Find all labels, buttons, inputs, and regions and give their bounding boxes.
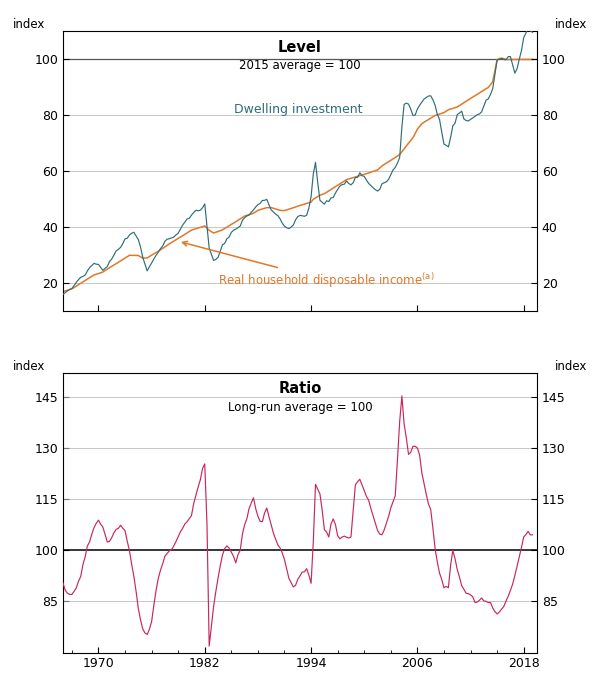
Text: Ratio: Ratio (278, 381, 322, 396)
Text: Real household disposable income$^{\mathregular{(a)}}$: Real household disposable income$^{\math… (182, 242, 434, 290)
Text: Dwelling investment: Dwelling investment (233, 103, 362, 117)
Text: index: index (13, 359, 46, 373)
Text: Long-run average = 100: Long-run average = 100 (227, 401, 373, 414)
Text: index: index (554, 18, 587, 31)
Text: 2015 average = 100: 2015 average = 100 (239, 59, 361, 73)
Text: Level: Level (278, 40, 322, 55)
Text: index: index (554, 359, 587, 373)
Text: index: index (13, 18, 46, 31)
